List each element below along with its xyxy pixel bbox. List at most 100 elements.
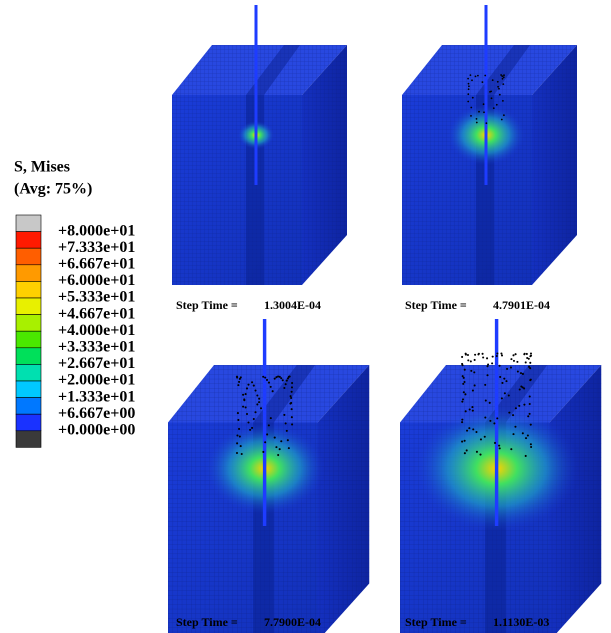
debris — [465, 353, 467, 355]
simulation-cube — [168, 319, 369, 633]
debris — [254, 389, 256, 391]
debris — [501, 397, 503, 399]
legend-swatch — [16, 248, 41, 265]
debris — [474, 384, 476, 386]
debris — [529, 395, 531, 397]
debris — [285, 383, 287, 385]
debris — [274, 437, 276, 439]
debris — [268, 382, 270, 384]
debris — [530, 424, 532, 426]
debris — [528, 366, 530, 368]
debris — [461, 356, 463, 358]
debris — [461, 419, 463, 421]
debris — [288, 447, 290, 449]
debris — [520, 372, 522, 374]
debris — [464, 440, 466, 442]
debris — [239, 378, 241, 380]
debris — [475, 76, 477, 78]
debris — [264, 441, 266, 443]
debris — [463, 391, 465, 393]
debris — [247, 384, 249, 386]
debris — [525, 437, 527, 439]
debris — [471, 406, 473, 408]
debris — [522, 373, 524, 375]
debris — [499, 365, 501, 367]
debris — [501, 354, 503, 356]
debris — [530, 379, 532, 381]
debris — [502, 83, 504, 85]
debris — [236, 376, 238, 378]
color-legend: +8.000e+01+7.333e+01+6.667e+01+6.000e+01… — [16, 215, 135, 447]
debris — [275, 376, 277, 378]
legend-subtitle: (Avg: 75%) — [14, 181, 92, 198]
debris — [291, 416, 293, 418]
debris — [461, 401, 463, 403]
debris — [528, 358, 530, 360]
debris — [241, 453, 243, 455]
debris — [520, 385, 522, 387]
debris — [525, 455, 527, 457]
debris — [270, 386, 272, 388]
debris — [496, 104, 498, 106]
debris — [268, 424, 270, 426]
debris — [482, 81, 484, 83]
debris — [471, 79, 473, 81]
debris — [508, 412, 510, 414]
legend-label: +5.333e+01 — [58, 289, 135, 306]
debris — [468, 427, 470, 429]
step-time-label: Step Time = — [176, 615, 238, 629]
debris — [529, 413, 531, 415]
step-time-label: Step Time = — [405, 615, 467, 629]
debris — [468, 85, 470, 87]
debris — [482, 356, 484, 358]
debris — [492, 79, 494, 81]
debris — [483, 103, 485, 105]
debris — [463, 377, 465, 379]
debris — [277, 454, 279, 456]
debris — [245, 406, 247, 408]
debris — [502, 78, 504, 80]
legend-swatch — [16, 298, 41, 315]
simulation-cube — [172, 5, 347, 285]
debris — [523, 404, 525, 406]
debris — [502, 100, 504, 102]
debris — [290, 395, 292, 397]
debris — [290, 402, 292, 404]
debris — [462, 375, 464, 377]
debris — [238, 428, 240, 430]
debris — [497, 81, 499, 83]
debris — [483, 111, 485, 113]
debris — [467, 78, 469, 80]
step-time-value: 1.3004E-04 — [264, 298, 321, 312]
debris — [462, 398, 464, 400]
legend-swatch — [16, 232, 41, 249]
debris — [484, 75, 486, 77]
debris — [253, 418, 255, 420]
debris — [264, 377, 266, 379]
debris — [497, 86, 499, 88]
debris — [523, 353, 525, 355]
debris — [254, 411, 256, 413]
debris — [526, 353, 528, 355]
debris — [246, 413, 248, 415]
debris — [467, 359, 469, 361]
debris — [512, 433, 514, 435]
debris — [512, 354, 514, 356]
debris — [470, 360, 472, 362]
debris — [522, 432, 524, 434]
debris — [515, 353, 517, 355]
debris — [486, 365, 488, 367]
debris — [282, 379, 284, 381]
debris — [291, 408, 293, 410]
debris — [274, 378, 276, 380]
debris — [476, 118, 478, 120]
legend-label: +2.000e+01 — [58, 372, 135, 389]
debris — [472, 389, 474, 391]
debris — [242, 406, 244, 408]
debris — [467, 101, 469, 103]
debris — [477, 75, 479, 77]
debris — [251, 427, 253, 429]
step-time-label: Step Time = — [176, 298, 238, 312]
debris — [498, 88, 500, 90]
legend-swatch — [16, 265, 41, 282]
